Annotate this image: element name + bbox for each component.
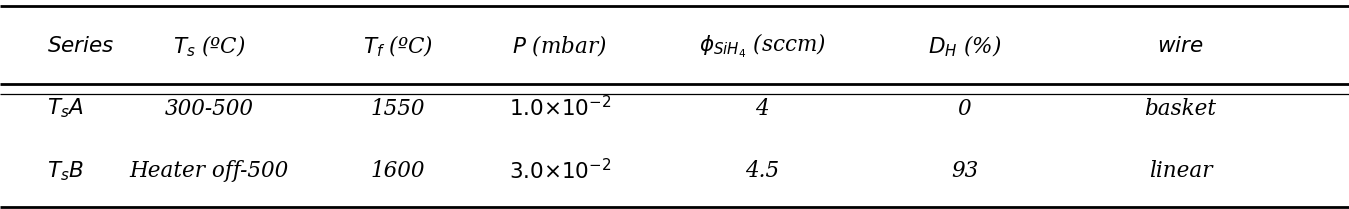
Text: $\mathit{D_H}$ (%): $\mathit{D_H}$ (%): [928, 33, 1001, 59]
Text: linear: linear: [1148, 160, 1213, 182]
Text: 0: 0: [958, 98, 971, 120]
Text: $\mathit{T_f}$ (ºC): $\mathit{T_f}$ (ºC): [363, 33, 433, 59]
Text: $\mathit{P}$ (mbar): $\mathit{P}$ (mbar): [513, 33, 607, 59]
Text: $\mathit{T_s}\mathit{A}$: $\mathit{T_s}\mathit{A}$: [47, 97, 84, 120]
Text: $\mathit{T_s}\mathit{B}$: $\mathit{T_s}\mathit{B}$: [47, 160, 84, 183]
Text: 1600: 1600: [371, 160, 425, 182]
Text: 4: 4: [755, 98, 769, 120]
Text: Heater off-500: Heater off-500: [130, 160, 289, 182]
Text: $\mathit{T_s}$ (ºC): $\mathit{T_s}$ (ºC): [173, 33, 246, 59]
Text: 93: 93: [951, 160, 978, 182]
Text: $\mathit{Series}$: $\mathit{Series}$: [47, 35, 115, 57]
Text: $3.0{\times}10^{-2}$: $3.0{\times}10^{-2}$: [509, 159, 611, 184]
Text: basket: basket: [1144, 98, 1217, 120]
Text: $\mathit{wire}$: $\mathit{wire}$: [1157, 35, 1203, 57]
Text: $\phi_{SiH_4}$ (sccm): $\phi_{SiH_4}$ (sccm): [699, 32, 826, 60]
Text: 1550: 1550: [371, 98, 425, 120]
Text: $1.0{\times}10^{-2}$: $1.0{\times}10^{-2}$: [509, 96, 611, 121]
Text: 4.5: 4.5: [745, 160, 780, 182]
Text: 300-500: 300-500: [165, 98, 254, 120]
